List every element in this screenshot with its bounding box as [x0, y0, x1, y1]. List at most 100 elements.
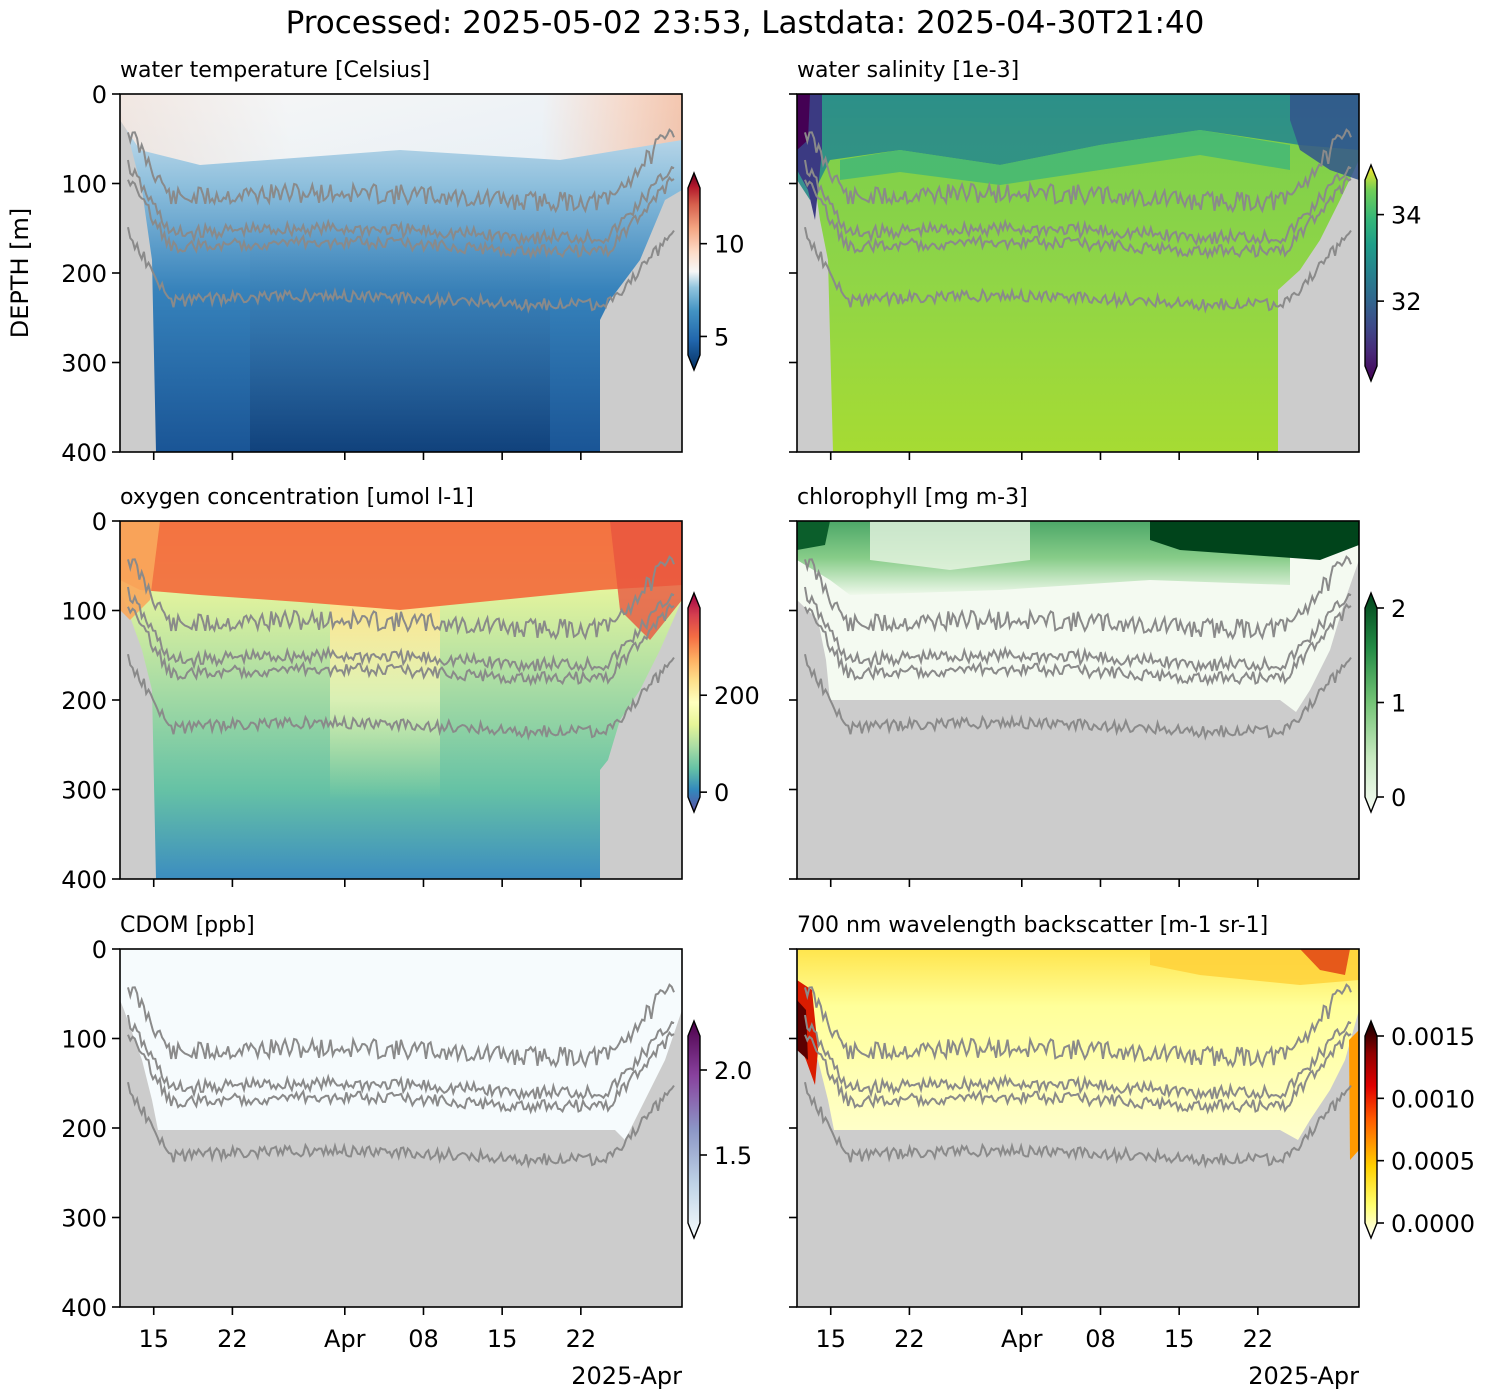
- oxygen-maximum: [330, 600, 440, 800]
- x-axis: [829, 452, 1259, 460]
- panel-title: 700 nm wavelength backscatter [m-1 sr-1]: [797, 913, 1268, 938]
- colorbar-tick-label: 5: [714, 323, 729, 351]
- y-axis: [789, 948, 797, 1308]
- heatmap-field: [120, 94, 682, 452]
- isopycnal-contours: [804, 983, 1352, 1169]
- contour-line: [127, 175, 675, 260]
- y-tick-label: 0: [92, 81, 107, 109]
- y-tick-label: 300: [61, 1205, 107, 1233]
- contour-line: [127, 1014, 675, 1102]
- x-tick-label: 08: [1085, 1325, 1116, 1353]
- colorbar: 1.5 2.0: [687, 1019, 752, 1240]
- colorbar-ticks: 5 10: [700, 231, 745, 351]
- y-tick-label: 0: [92, 508, 107, 536]
- contour-line: [804, 602, 1352, 687]
- colorbar: 0.0000 0.0005 0.0010 0.0015: [1364, 1019, 1475, 1240]
- panel-water-salinity: water salinity [1e-3] 32 34: [789, 58, 1422, 460]
- contour-line: [127, 602, 675, 687]
- panel-title: chlorophyll [mg m-3]: [797, 485, 1028, 510]
- x-axis-year-month: 2025-Apr: [571, 1362, 682, 1390]
- colorbar-body: [1364, 1019, 1378, 1240]
- colorbar-tick-label: 10: [714, 231, 745, 259]
- surface-peak: [1300, 949, 1350, 975]
- y-axis-label: DEPTH [m]: [6, 208, 34, 339]
- x-tick-label: 22: [217, 1325, 248, 1353]
- panel-backscatter-700nm: 700 nm wavelength backscatter [m-1 sr-1]…: [789, 913, 1475, 1390]
- isopycnal-contours: [804, 128, 1352, 314]
- heatmap-field: [120, 949, 682, 1307]
- colorbar-ticks: 0 200: [700, 682, 760, 807]
- x-axis: 15 22 Apr 08 15 22: [138, 1307, 596, 1353]
- contour-line: [804, 226, 1352, 314]
- panel-cdom: CDOM [ppb] 0 100 200 300 400 15 22 Apr 08 15 22 2…: [61, 913, 752, 1390]
- colorbar-tick-label: 200: [714, 682, 760, 710]
- y-axis: 0 100 200 300 400: [61, 936, 120, 1322]
- colorbar-ticks: 0.0000 0.0005 0.0010 0.0015: [1377, 1023, 1475, 1238]
- x-axis-year-month: 2025-Apr: [1248, 1362, 1359, 1390]
- x-tick-label: Apr: [1001, 1325, 1043, 1353]
- contour-line: [804, 175, 1352, 260]
- contour-line: [127, 1081, 675, 1169]
- colorbar-body: [687, 1019, 701, 1240]
- x-tick-label: 15: [138, 1325, 169, 1353]
- colorbar-tick-label: 0.0000: [1391, 1210, 1475, 1238]
- bloom: [1150, 521, 1359, 560]
- y-tick-label: 200: [61, 687, 107, 715]
- y-tick-label: 100: [61, 598, 107, 626]
- low-chl-patch: [870, 521, 1030, 570]
- colorbar-tick-label: 0: [714, 779, 729, 807]
- x-tick-label: 08: [408, 1325, 439, 1353]
- colorbar-body: [1364, 591, 1378, 814]
- contour-line: [127, 586, 675, 674]
- x-axis: 15 22 Apr 08 15 22: [815, 1307, 1273, 1353]
- contour-line: [804, 159, 1352, 247]
- contour-line: [804, 1081, 1352, 1169]
- isopycnal-contours: [804, 555, 1352, 741]
- colorbar-tick-label: 2: [1391, 595, 1406, 623]
- y-tick-label: 300: [61, 777, 107, 805]
- y-tick-label: 100: [61, 1026, 107, 1054]
- contour-line: [127, 226, 675, 314]
- colorbar-body: [1364, 163, 1378, 383]
- colorbar-tick-label: 32: [1391, 288, 1422, 316]
- colorbar-tick-label: 0.0010: [1391, 1085, 1475, 1113]
- heatmap-field: [120, 521, 682, 879]
- surface-layer: [120, 521, 682, 610]
- x-tick-label: 22: [1243, 1325, 1274, 1353]
- colorbar: 0 200: [687, 591, 760, 814]
- contour-line: [804, 555, 1352, 641]
- colorbar-ticks: 0 1 2: [1377, 595, 1406, 812]
- contour-line: [804, 1030, 1352, 1115]
- contour-line: [127, 653, 675, 741]
- panel-water-temperature: water temperature [Celsius] 0 100 200 300 40…: [61, 58, 744, 467]
- panel-title: oxygen concentration [umol l-1]: [120, 485, 474, 510]
- x-tick-label: 15: [1164, 1325, 1195, 1353]
- contour-line: [127, 1030, 675, 1115]
- colorbar-tick-label: 0.0015: [1391, 1023, 1475, 1051]
- contour-line: [127, 555, 675, 641]
- contour-line: [127, 983, 675, 1069]
- colorbar-ticks: 1.5 2.0: [700, 1057, 752, 1170]
- y-axis: [789, 520, 797, 880]
- y-tick-label: 400: [61, 1294, 107, 1322]
- field-region: [797, 94, 1359, 452]
- surface-layer: [797, 94, 1359, 200]
- colorbar: 32 34: [1364, 163, 1422, 383]
- isopycnal-contours: [127, 555, 675, 741]
- left-edge: [797, 521, 830, 550]
- panel-title: water salinity [1e-3]: [797, 58, 1019, 83]
- x-tick-label: 22: [566, 1325, 597, 1353]
- x-axis: [152, 879, 582, 887]
- x-tick-label: 22: [894, 1325, 925, 1353]
- y-tick-label: 400: [61, 439, 107, 467]
- contour-line: [804, 128, 1352, 214]
- colorbar-tick-label: 34: [1391, 202, 1422, 230]
- figure-suptitle: Processed: 2025-05-02 23:53, Lastdata: 2…: [286, 5, 1205, 41]
- y-tick-label: 0: [92, 936, 107, 964]
- fresh-edge-right: [1290, 94, 1359, 180]
- y-tick-label: 200: [61, 1115, 107, 1143]
- x-axis: [152, 452, 582, 460]
- colorbar-tick-label: 1: [1391, 690, 1406, 718]
- contour-line: [127, 159, 675, 247]
- panel-oxygen-concentration: oxygen concentration [umol l-1] 0 100 200 3…: [61, 485, 760, 894]
